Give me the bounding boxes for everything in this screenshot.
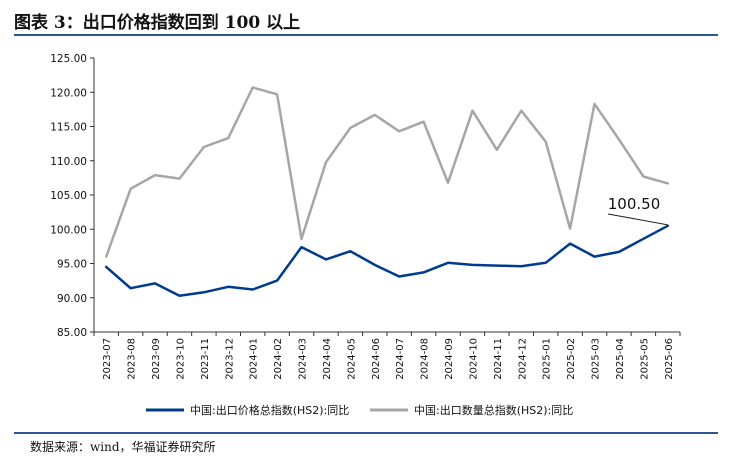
x-tick-label: 2024-12	[517, 338, 528, 380]
x-tick-label: 2023-10	[175, 338, 186, 380]
annotation-layer: 100.50	[607, 195, 668, 226]
x-tick-label: 2024-01	[249, 338, 260, 380]
x-tick-label: 2024-02	[273, 338, 284, 380]
y-tick-label: 110.00	[50, 156, 87, 168]
figure-title: 图表 3：出口价格指数回到 100 以上	[14, 13, 301, 33]
y-tick-label: 120.00	[50, 87, 87, 99]
y-tick-label: 90.00	[57, 293, 87, 305]
x-tick-label: 2025-04	[615, 338, 626, 380]
x-tick-label: 2025-03	[591, 338, 602, 380]
x-tick-label: 2024-04	[322, 338, 333, 380]
x-tick-label: 2024-06	[371, 338, 382, 380]
x-tick-label: 2025-05	[639, 338, 650, 380]
x-tick-label: 2024-11	[493, 338, 504, 380]
y-tick-label: 125.00	[50, 53, 87, 65]
x-tick-label: 2023-11	[200, 338, 211, 380]
x-tick-label: 2024-08	[420, 338, 431, 380]
series-layer	[104, 86, 670, 297]
y-axis: 85.00 90.00 95.00 100.00 105.00 110.00 115.00 1…	[50, 53, 95, 339]
x-tick-label: 2024-09	[444, 338, 455, 380]
chart-container: 85.00 90.00 95.00 100.00 105.00 110.00 115.00 1…	[0, 38, 732, 426]
x-tick-label: 2024-10	[468, 338, 479, 380]
y-tick-label: 85.00	[57, 327, 87, 339]
y-tick-label: 95.00	[57, 259, 87, 271]
x-tick-label: 2025-01	[542, 338, 553, 380]
source-note: 数据来源：wind，华福证券研究所	[30, 440, 216, 454]
series-line-export-volume	[104, 86, 670, 258]
footer-rule	[14, 432, 718, 434]
x-tick-label: 2024-03	[298, 338, 309, 380]
x-axis: 2023-07 2023-08 2023-09 2023-10 2023-11 2023-…	[93, 331, 681, 380]
annotation-label: 100.50	[608, 195, 661, 213]
annotation-leader	[607, 213, 668, 226]
title-bar: 图表 3：出口价格指数回到 100 以上	[14, 8, 718, 36]
x-tick-label: 2023-09	[151, 338, 162, 380]
legend: 中国:出口价格总指数(HS2):同比 中国:出口数量总指数(HS2):同比	[146, 403, 573, 417]
x-tick-label: 2025-02	[566, 338, 577, 380]
x-tick-label: 2023-07	[102, 338, 113, 380]
x-tick-label: 2024-07	[395, 338, 406, 380]
y-tick-label: 100.00	[50, 224, 87, 236]
line-chart: 85.00 90.00 95.00 100.00 105.00 110.00 115.00 1…	[50, 53, 681, 417]
x-tick-label: 2023-12	[224, 338, 235, 380]
y-tick-label: 105.00	[50, 190, 87, 202]
legend-label: 中国:出口数量总指数(HS2):同比	[414, 403, 573, 417]
x-tick-label: 2024-05	[346, 338, 357, 380]
x-tick-label: 2023-08	[127, 338, 138, 380]
series-line-export-price	[104, 224, 670, 297]
y-tick-label: 115.00	[50, 122, 87, 134]
x-tick-label: 2025-06	[664, 338, 675, 380]
legend-label: 中国:出口价格总指数(HS2):同比	[190, 403, 349, 417]
